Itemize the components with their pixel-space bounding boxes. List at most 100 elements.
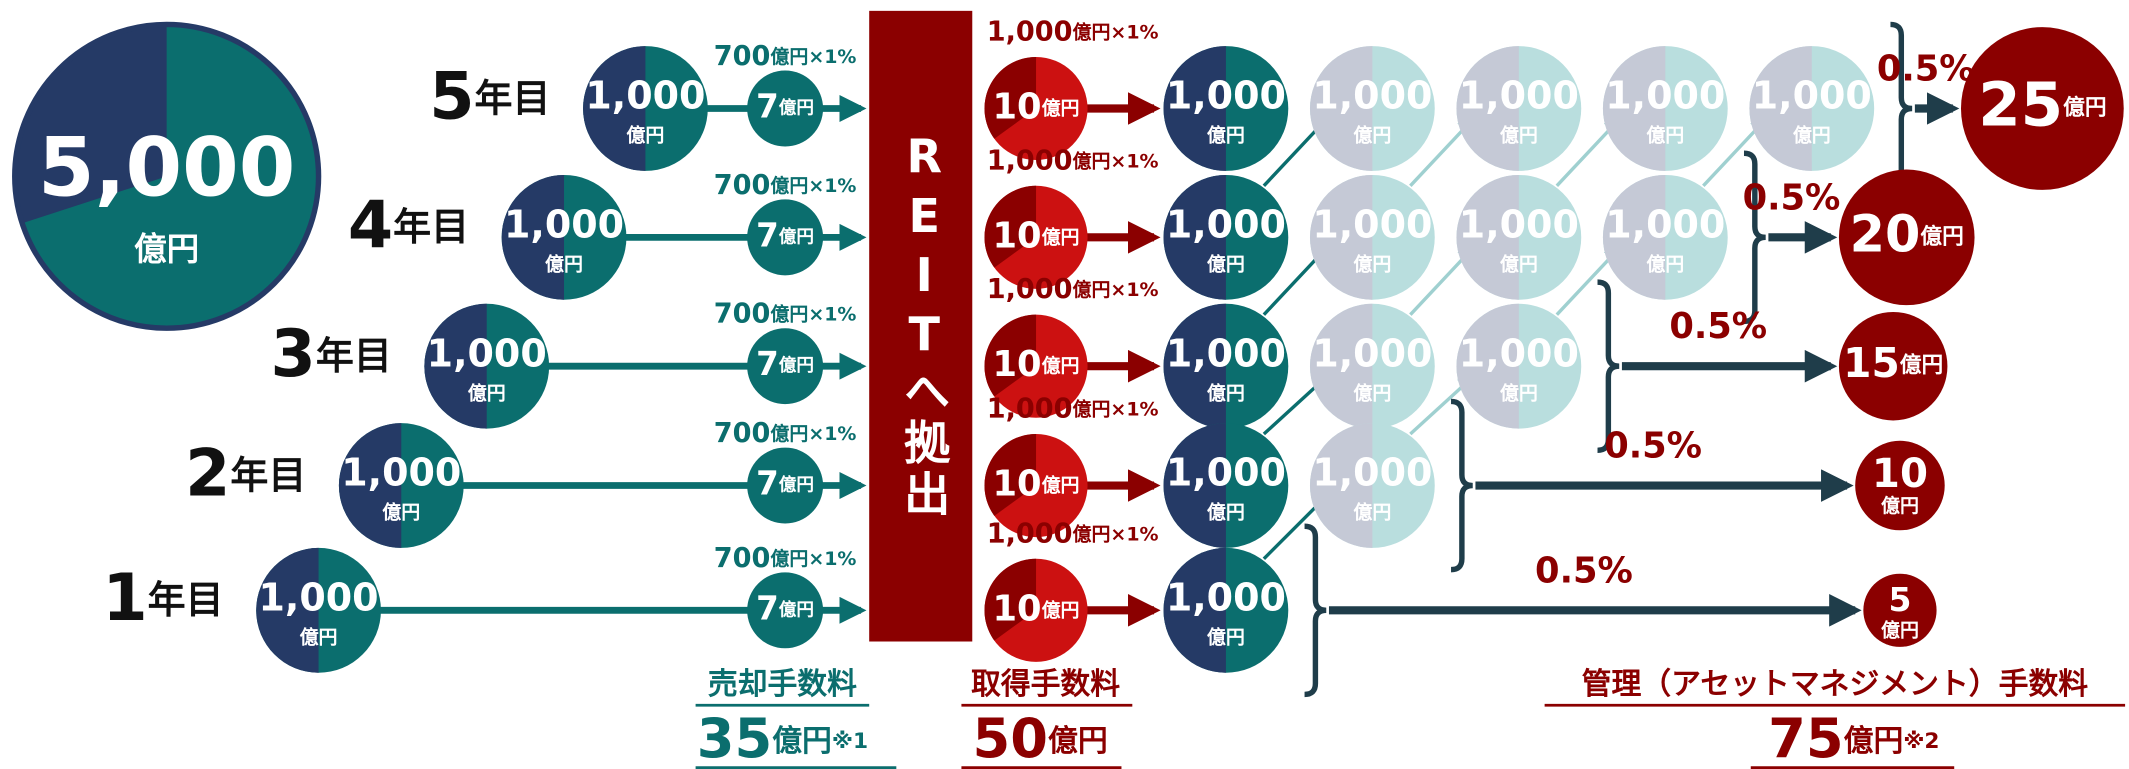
amount-part: 1,000 [1312, 331, 1432, 375]
sale-formula-part: 億円×1% [770, 44, 856, 67]
sale-fee: 7億円 [756, 88, 814, 126]
amount: 1,000 [1312, 331, 1432, 375]
amount: 1,000 [1166, 450, 1286, 494]
acq-formula-part: 1,000 [987, 145, 1073, 176]
acq-fee-part: 10 [993, 344, 1042, 385]
year-label-part: 年目 [393, 205, 469, 249]
amount: 1,000 [259, 575, 379, 619]
sale-total: 35億円※1 [697, 707, 868, 769]
acq-total: 50億円 [973, 707, 1108, 769]
faded-circle-slice [1456, 46, 1519, 171]
unit-part: 億円 [1207, 625, 1245, 648]
faded-circle-slice [1309, 423, 1373, 548]
acq-formula-part: 1,000 [987, 16, 1073, 47]
unit-part: 億円 [1353, 500, 1391, 523]
unit-part: 億円 [1646, 123, 1684, 146]
sale-fee: 7億円 [756, 465, 814, 503]
acq-fee-circle-slice [984, 558, 1037, 641]
unit: 億円 [382, 500, 420, 523]
mgmt-fee-unit: 億円 [1881, 618, 1919, 641]
mgmt-fee-unit-part: 億円 [1881, 493, 1919, 516]
acq-fee: 10億円 [993, 588, 1080, 629]
year-label-part: 1 [102, 561, 147, 636]
sale-formula-part: 億円×1% [770, 422, 856, 445]
sale-fee-part: 億円 [779, 598, 814, 620]
sale-formula-part: 700 [714, 298, 771, 329]
mgmt-total: 75億円※2 [1768, 707, 1939, 769]
sale-formula: 700億円×1% [714, 40, 857, 71]
rate-part: 0.5% [1604, 426, 1702, 467]
unit: 億円 [300, 625, 338, 648]
unit: 億円 [1793, 123, 1831, 146]
rate: 0.5% [1669, 306, 1767, 347]
total-unit-part: 億円 [134, 230, 199, 268]
mgmt-total-part: 億円 [1844, 723, 1904, 758]
acq-label-part: 取得手数料 [971, 666, 1120, 701]
amount: 1,000 [1166, 331, 1286, 375]
year-label-part: 4 [348, 188, 393, 263]
sale-formula: 700億円×1% [714, 418, 857, 449]
unit-part: 億円 [300, 625, 338, 648]
year-label-part: 年目 [230, 453, 306, 497]
amount: 1,000 [1166, 202, 1286, 246]
sale-formula-part: 億円×1% [770, 173, 856, 196]
acq-formula: 1,000億円×1% [987, 274, 1159, 305]
rate-part: 0.5% [1535, 550, 1633, 591]
faded-circle-slice [1456, 174, 1519, 300]
acq-fee: 10億円 [993, 87, 1080, 128]
unit: 億円 [1207, 500, 1245, 523]
sale-formula-part: 700 [714, 542, 771, 573]
sale-fee-circle [747, 447, 824, 524]
rate: 0.5% [1743, 177, 1841, 218]
acq-fee-part: 10 [993, 215, 1042, 256]
acq-formula: 1,000億円×1% [987, 393, 1159, 424]
unit-part: 億円 [1500, 252, 1538, 275]
amount-part: 1,000 [1605, 202, 1725, 246]
sale-fee-part: 7 [756, 465, 779, 503]
total-circle-slice [14, 24, 167, 224]
sale-formula: 700億円×1% [714, 542, 857, 573]
mgmt-fee-part: 億円 [1900, 352, 1943, 378]
amount: 1,000 [1312, 450, 1432, 494]
amount-part: 1,000 [1166, 575, 1286, 619]
amount-part: 1,000 [1312, 202, 1432, 246]
amount-part: 1,000 [585, 73, 705, 117]
unit: 億円 [1500, 252, 1538, 275]
amount: 1,000 [341, 450, 461, 494]
faded-circle-slice [1602, 46, 1666, 171]
amount-part: 1,000 [1166, 73, 1286, 117]
amount: 1,000 [585, 73, 705, 117]
year-label: 1年目 [102, 561, 223, 636]
rate-part: 0.5% [1743, 177, 1841, 218]
reit-circle-slice [1163, 174, 1226, 300]
acq-formula: 1,000億円×1% [987, 145, 1159, 176]
reit-label: REITへ拠出 [897, 129, 951, 521]
mgmt-fee-part: 25 [1978, 69, 2063, 140]
rate: 0.5% [1604, 426, 1702, 467]
mgmt-fee-circle [1960, 27, 2124, 190]
unit-part: 億円 [1793, 123, 1831, 146]
unit: 億円 [1207, 625, 1245, 648]
acq-formula: 1,000億円×1% [987, 16, 1159, 47]
amount: 1,000 [1459, 202, 1579, 246]
amount-part: 1,000 [1166, 331, 1286, 375]
amount-part: 1,000 [1752, 73, 1872, 117]
unit-part: 億円 [382, 500, 420, 523]
acq-fee-part: 億円 [1042, 473, 1080, 496]
year-circle-slice [424, 303, 487, 429]
unit: 億円 [468, 381, 506, 404]
sale-fee-part: 7 [756, 345, 779, 383]
year-label-part: 年目 [316, 334, 392, 378]
sale-formula-part: 700 [714, 169, 771, 200]
faded-circle-slice [1309, 303, 1373, 429]
rate: 0.5% [1877, 49, 1975, 90]
unit-part: 億円 [1207, 252, 1245, 275]
year-label: 4年目 [348, 188, 469, 263]
sale-formula-part: 億円×1% [770, 302, 856, 325]
unit-part: 億円 [545, 252, 583, 275]
unit-part: 億円 [626, 123, 664, 146]
amount: 1,000 [427, 331, 547, 375]
unit-part: 億円 [1207, 123, 1245, 146]
mgmt-label-part: 管理（アセットマネジメント）手数料 [1582, 666, 2089, 701]
